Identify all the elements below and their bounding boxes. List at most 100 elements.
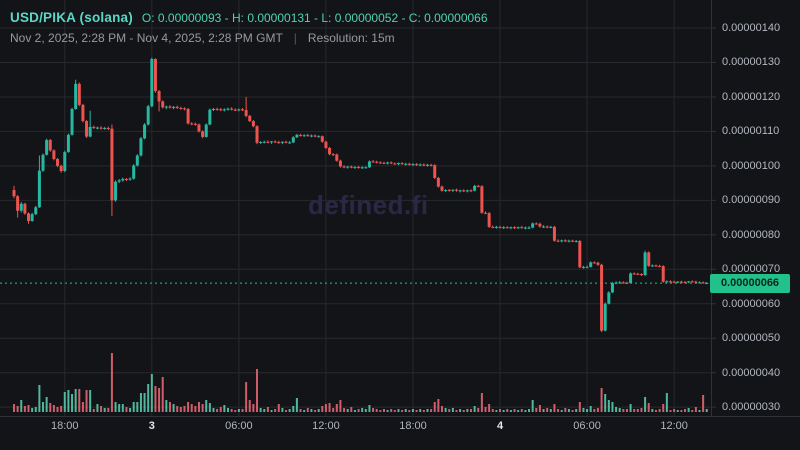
candle-body	[12, 190, 16, 197]
volume-bar	[604, 394, 607, 412]
candle-body	[103, 127, 107, 129]
volume-bar	[42, 402, 45, 412]
candle-body	[309, 135, 313, 137]
volume-bar	[310, 409, 313, 412]
volume-bar	[382, 409, 385, 412]
candle-body	[262, 141, 266, 143]
volume-bar	[100, 406, 103, 412]
candle-body	[382, 162, 386, 164]
candle-body	[687, 281, 691, 283]
volume-bar	[27, 405, 30, 412]
candle-body	[672, 281, 676, 283]
volume-bar	[662, 404, 665, 412]
candle-body	[266, 141, 270, 143]
volume-bar	[259, 408, 262, 412]
candle-body	[182, 108, 186, 110]
volume-bar	[575, 409, 578, 412]
volume-bar	[582, 408, 585, 412]
candle-body	[371, 161, 375, 163]
volume-bar	[216, 409, 219, 412]
volume-bar	[270, 410, 273, 412]
volume-bar	[321, 406, 324, 412]
candle-body	[85, 121, 89, 137]
candle-body	[19, 203, 23, 211]
candle-body	[367, 161, 371, 168]
volume-bar	[499, 409, 502, 412]
candle-body	[650, 265, 654, 267]
candle-body	[632, 273, 636, 275]
volume-bar	[444, 408, 447, 412]
volume-bar	[292, 406, 295, 412]
candle-body	[342, 166, 346, 168]
candle-body	[618, 282, 622, 284]
candle-body	[164, 106, 168, 108]
candle-body	[516, 227, 520, 229]
volume-bar	[71, 394, 74, 412]
candle-body	[335, 154, 339, 161]
volume-bar	[524, 410, 527, 412]
candle-body	[157, 91, 161, 102]
volume-bar	[136, 402, 139, 412]
volume-bar	[459, 409, 462, 412]
candle-body	[480, 186, 484, 213]
volume-bar	[38, 385, 41, 412]
volume-bar	[306, 408, 309, 412]
volume-bar	[118, 404, 121, 412]
candle-body	[487, 213, 491, 227]
candle-body	[226, 108, 230, 110]
candle-body	[114, 181, 118, 201]
candle-body	[668, 281, 672, 283]
candle-body	[106, 127, 110, 129]
candle-body	[465, 190, 469, 192]
price-axis-label: 0.00000090	[722, 194, 781, 207]
volume-bar	[263, 409, 266, 412]
volume-bar	[437, 399, 440, 412]
candle-body	[306, 135, 310, 137]
volume-bar	[509, 410, 512, 412]
separator: |	[293, 31, 297, 45]
volume-bar	[372, 408, 375, 412]
candle-body	[505, 227, 509, 229]
resolution-label[interactable]: Resolution: 15m	[307, 31, 395, 45]
volume-bar	[252, 404, 255, 412]
candle-body	[219, 109, 223, 111]
candle-body	[538, 223, 542, 227]
volume-bar	[658, 409, 661, 412]
volume-bar	[546, 408, 549, 412]
candle-body	[513, 227, 517, 229]
candle-body	[647, 252, 651, 266]
volume-bar	[669, 410, 672, 412]
volume-bar	[197, 402, 200, 412]
volume-bar	[147, 384, 150, 412]
volume-bar	[495, 410, 498, 412]
candle-body	[349, 166, 353, 168]
candle-body	[186, 109, 190, 124]
candle-body	[629, 273, 633, 284]
candle-body	[237, 109, 241, 111]
volume-bar	[528, 409, 531, 412]
time-axis-label: 12:00	[312, 420, 340, 432]
volume-bar	[683, 409, 686, 412]
volume-bar	[462, 410, 465, 412]
candle-body	[425, 164, 429, 166]
volume-bar	[520, 409, 523, 412]
candle-body	[701, 282, 705, 284]
candle-body	[639, 274, 643, 276]
candle-body	[549, 226, 553, 228]
candle-body	[302, 135, 306, 137]
candle-body	[444, 190, 448, 192]
candle-body	[458, 190, 462, 192]
volume-bar	[480, 393, 483, 412]
volume-bar	[187, 402, 190, 412]
volume-bar	[129, 408, 132, 412]
volume-bar	[411, 409, 414, 412]
candle-body	[88, 126, 92, 137]
volume-bar	[350, 407, 353, 412]
price-axis-label: 0.00000080	[722, 228, 781, 241]
volume-bar	[691, 410, 694, 412]
volume-bar	[375, 409, 378, 412]
volume-bar	[248, 400, 251, 412]
volume-bar	[564, 408, 567, 412]
candle-body	[66, 134, 70, 153]
